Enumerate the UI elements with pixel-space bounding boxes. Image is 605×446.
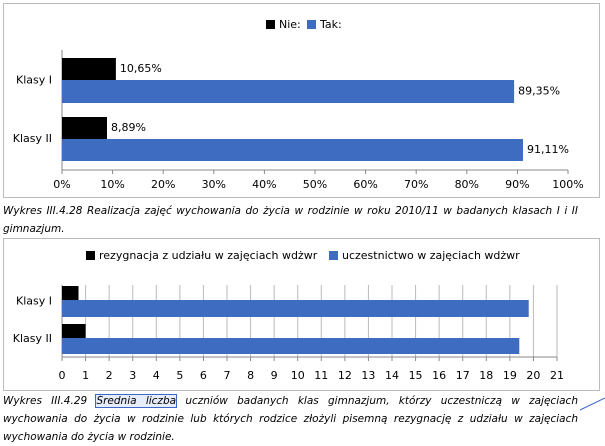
x-tick-label: 18 xyxy=(479,369,493,382)
chart-border xyxy=(3,3,600,198)
x-tick-label: 12 xyxy=(338,369,352,382)
x-tick-label: 8 xyxy=(247,369,254,382)
x-tick-label: 9 xyxy=(271,369,278,382)
x-tick-label: 20% xyxy=(151,178,175,191)
x-tick-label: 0% xyxy=(53,178,70,191)
bar xyxy=(62,117,107,139)
x-tick-label: 2 xyxy=(106,369,113,382)
legend-label: rezygnacja z udziału w zajęciach wdżwr xyxy=(99,249,318,262)
data-label: 10,65% xyxy=(120,62,162,75)
bar xyxy=(62,300,529,317)
chart: 0% 10% 20% 30% 40% 50% 60% 70% 80% 90% 100% Klasy I… xyxy=(3,3,600,198)
legend-swatch xyxy=(307,20,316,29)
legend-label: uczestnictwo w zajęciach wdżwr xyxy=(342,249,520,262)
legend-swatch xyxy=(329,251,338,260)
x-tick-label: 80% xyxy=(455,178,479,191)
bar xyxy=(62,58,116,80)
caption-number: Wykres III.4.28 xyxy=(3,205,83,217)
y-tick-label: Klasy II xyxy=(13,132,52,145)
x-tick-label: 50% xyxy=(303,178,327,191)
x-tick-label: 100% xyxy=(552,178,583,191)
legend-swatch xyxy=(266,20,275,29)
data-label: 89,35% xyxy=(518,85,560,98)
bar xyxy=(62,338,520,354)
legend-label: Nie: xyxy=(279,18,301,31)
x-tick-label: 60% xyxy=(353,178,377,191)
x-tick-label: 19 xyxy=(503,369,517,382)
legend-label: Tak: xyxy=(319,18,342,31)
x-tick-label: 17 xyxy=(456,369,470,382)
bar xyxy=(62,324,86,338)
x-tick-label: 16 xyxy=(432,369,446,382)
x-tick-label: 90% xyxy=(505,178,529,191)
x-tick-label: 13 xyxy=(361,369,375,382)
y-tick-label: Klasy II xyxy=(13,332,52,345)
bar xyxy=(62,80,515,103)
x-tick-label: 4 xyxy=(153,369,160,382)
x-tick-label: 21 xyxy=(550,369,564,382)
x-tick-label: 6 xyxy=(200,369,207,382)
x-tick-label: 1 xyxy=(82,369,89,382)
data-label: 8,89% xyxy=(111,121,146,134)
x-tick-label: 10% xyxy=(100,178,124,191)
data-label: 91,11% xyxy=(527,143,569,156)
chart: 0 1 2 3 4 5 6 7 8 9 10 11 12 13 14 15 16 17 18 19 20 21Klasy … xyxy=(3,238,600,391)
comment-line xyxy=(579,397,605,411)
x-tick-label: 30% xyxy=(202,178,226,191)
caption-number: Wykres III.4.29 xyxy=(3,395,88,407)
y-tick-label: Klasy I xyxy=(16,74,52,87)
x-tick-label: 14 xyxy=(385,369,399,382)
x-tick-label: 3 xyxy=(129,369,136,382)
caption-highlight: Średnia liczba xyxy=(95,394,178,408)
x-tick-label: 10 xyxy=(291,369,305,382)
x-tick-label: 70% xyxy=(404,178,428,191)
x-tick-label: 7 xyxy=(224,369,231,382)
x-tick-label: 0 xyxy=(59,369,66,382)
x-tick-label: 20 xyxy=(526,369,540,382)
bar xyxy=(62,286,79,300)
x-tick-label: 5 xyxy=(176,369,183,382)
page: 0% 10% 20% 30% 40% 50% 60% 70% 80% 90% 100% Klasy I… xyxy=(3,3,605,443)
caption-text: uczniów badanych klas gimnazjum, którzy … xyxy=(3,395,578,443)
caption-text: Realizacja zajęć wychowania do życia w r… xyxy=(3,205,578,235)
bar xyxy=(62,139,524,161)
legend-swatch xyxy=(86,251,95,260)
x-tick-label: 15 xyxy=(409,369,423,382)
x-tick-label: 11 xyxy=(314,369,328,382)
caption: Wykres III.4.29 Średnia liczba uczniów b… xyxy=(3,392,578,446)
x-tick-label: 40% xyxy=(252,178,276,191)
chart-border xyxy=(3,238,600,391)
y-tick-label: Klasy I xyxy=(16,295,52,308)
caption: Wykres III.4.28 Realizacja zajęć wychowa… xyxy=(3,202,578,238)
